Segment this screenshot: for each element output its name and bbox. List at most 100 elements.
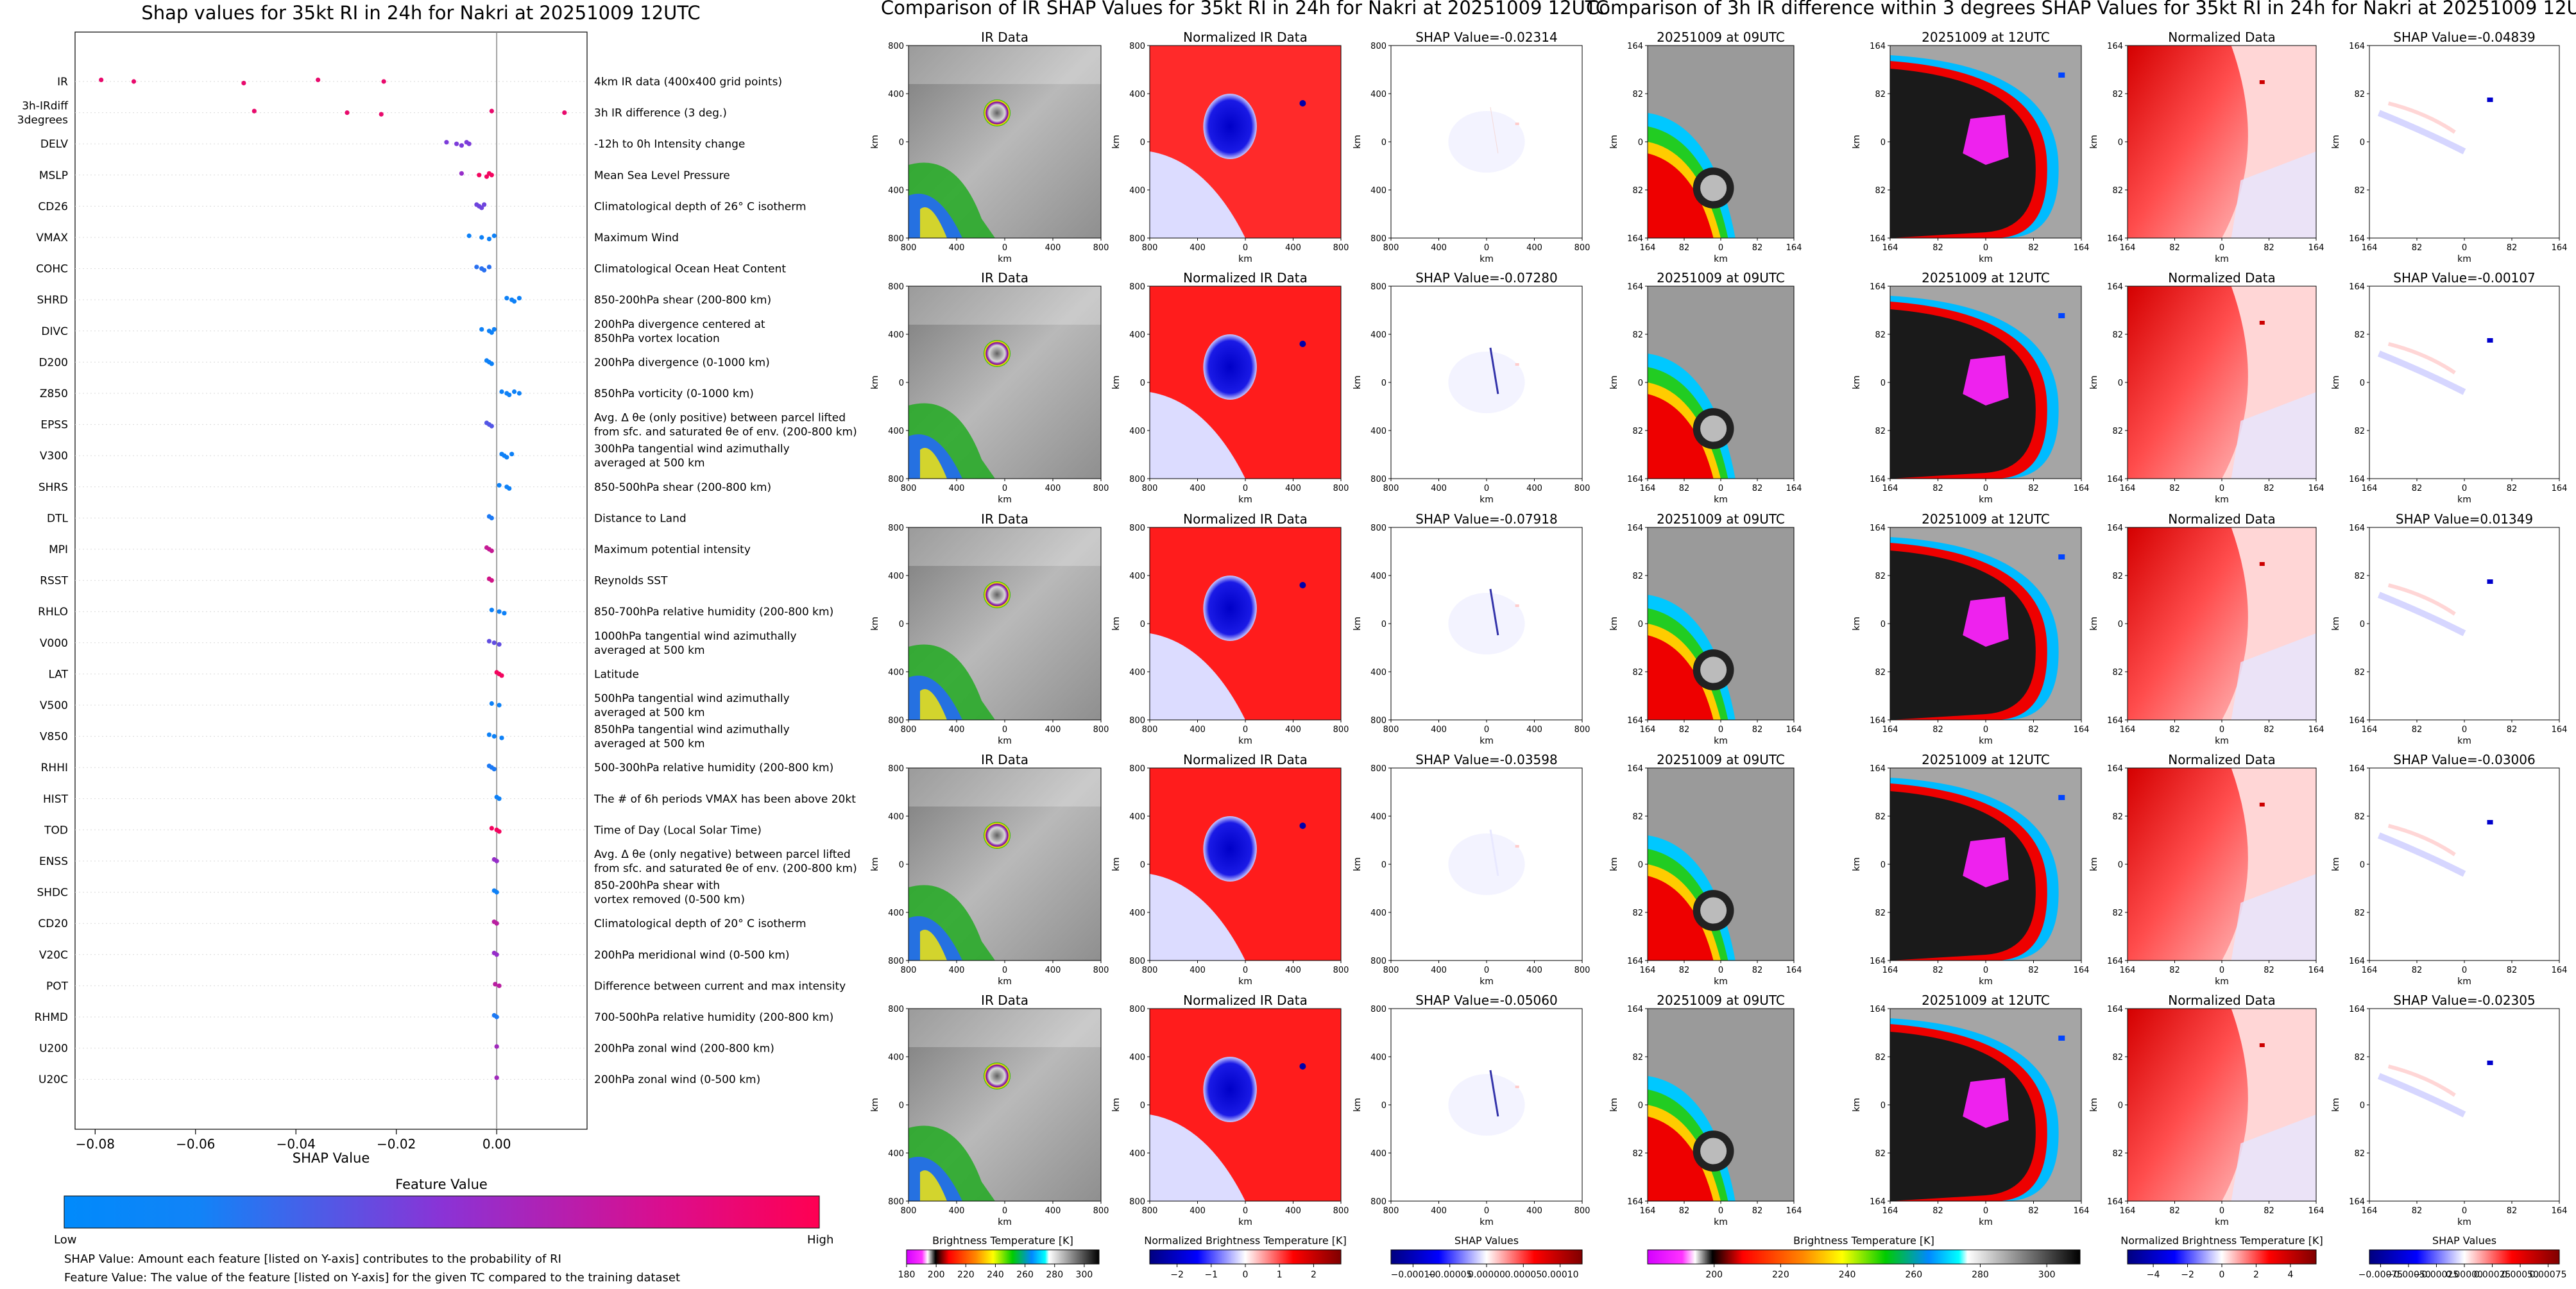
- shap-point: [486, 236, 492, 242]
- colorbar-tick-label: 300: [2038, 1270, 2056, 1280]
- x-tick-label: 800: [901, 966, 917, 975]
- y-tick-label: 82: [2112, 1149, 2123, 1159]
- y-tick-label: 400: [888, 1053, 904, 1063]
- x-tick-label: 164: [2074, 966, 2090, 975]
- y-tick-label: 800: [1370, 475, 1386, 484]
- y-axis-label: km: [1111, 617, 1122, 631]
- x-tick-label: 82: [1932, 1206, 1943, 1216]
- feature-description-26: vortex removed (0-500 km): [594, 894, 745, 907]
- x-tick-label: 164: [1786, 725, 1802, 735]
- x-tick-label: 164: [2308, 966, 2324, 975]
- x-axis-label: km: [1979, 1217, 1993, 1227]
- x-tick-label: 400: [1285, 725, 1301, 735]
- y-tick-label: 164: [2107, 42, 2123, 51]
- shap-point: [466, 233, 472, 239]
- x-tick-label: 800: [1093, 243, 1109, 253]
- y-axis-label: km: [2331, 617, 2341, 631]
- y-tick-label: 164: [2349, 282, 2365, 292]
- feature-label-21: V850: [40, 731, 68, 744]
- shap2-blue-band: [2377, 592, 2466, 636]
- shap-point: [489, 608, 494, 613]
- panel-title: 20251009 at 12UTC: [1922, 511, 2050, 527]
- y-tick-label: 800: [1370, 1197, 1386, 1207]
- x-tick-label: 0: [2462, 966, 2467, 975]
- panel-title: Normalized Data: [2168, 30, 2276, 45]
- panel-title: 20251009 at 12UTC: [1922, 993, 2050, 1008]
- feature-description-9: 200hPa divergence (0-1000 km): [594, 356, 770, 369]
- feature-label-25: ENSS: [39, 855, 68, 868]
- y-tick-label: 82: [2354, 909, 2365, 918]
- panel-title: Normalized IR Data: [1183, 993, 1308, 1008]
- y-axis-label: km: [870, 617, 880, 631]
- y-tick-label: 0: [1381, 138, 1386, 148]
- normr-speck: [2259, 321, 2265, 325]
- shap-point: [489, 578, 494, 583]
- y-axis-label: km: [870, 375, 880, 389]
- left-chart-title: Shap values for 35kt RI in 24h for Nakri…: [141, 2, 700, 24]
- shap-halo: [1448, 352, 1525, 413]
- feature-description-24: Time of Day (Local Solar Time): [593, 824, 762, 837]
- shap-point: [482, 202, 487, 207]
- feature-description-3: Mean Sea Level Pressure: [594, 169, 730, 182]
- colorbar-tick-label: 260: [1016, 1270, 1034, 1280]
- ir-yellow: [920, 689, 947, 720]
- y-tick-label: 0: [899, 379, 904, 388]
- panel-title: 20251009 at 12UTC: [1922, 270, 2050, 286]
- y-tick-label: 164: [2349, 524, 2365, 533]
- x-tick-label: 400: [1190, 243, 1206, 253]
- y-tick-label: 400: [1129, 427, 1145, 436]
- shap2-speck: [2487, 1061, 2493, 1065]
- colorbar-tick-label: 0.00025: [2474, 1270, 2511, 1280]
- y-tick-label: 0: [899, 860, 904, 870]
- x-tick-label: 800: [1142, 966, 1158, 975]
- colorbar-bar: [1647, 1249, 2081, 1265]
- feature-label-2: DELV: [40, 138, 68, 151]
- y-tick-label: 0: [1881, 860, 1886, 870]
- panel-title: SHAP Value=-0.03006: [2393, 752, 2535, 767]
- y-tick-label: 800: [888, 957, 904, 966]
- ir-eye: [984, 99, 1011, 126]
- y-tick-label: 400: [1129, 1053, 1145, 1063]
- normr-speck: [2259, 562, 2265, 566]
- x-tick-label: 164: [2120, 725, 2136, 735]
- shap2-background: [2369, 286, 2559, 479]
- x-tick-label: 164: [2120, 243, 2136, 253]
- colorbar-tick-label: 0.00050: [2502, 1270, 2539, 1280]
- feature-colorbar: [64, 1195, 820, 1229]
- panel-title: Normalized IR Data: [1183, 270, 1308, 286]
- x-axis-label: km: [2457, 1217, 2471, 1227]
- x-tick-label: 400: [949, 1206, 965, 1216]
- y-tick-label: 164: [2107, 957, 2123, 966]
- x-axis-label: km: [1979, 495, 1993, 505]
- feature-description-13: 850-500hPa shear (200-800 km): [594, 481, 771, 494]
- y-axis-label: km: [870, 135, 880, 149]
- y-tick-label: 0: [899, 1101, 904, 1111]
- feature-label-18: V000: [40, 637, 68, 650]
- y-tick-label: 0: [2118, 379, 2123, 388]
- shap-point: [491, 640, 497, 645]
- shap-point: [489, 826, 494, 831]
- x-tick-label: 400: [1431, 1206, 1447, 1216]
- ir12-magenta: [1963, 355, 2009, 405]
- x-tick-label: 82: [1932, 725, 1943, 735]
- colorbar-label: Normalized Brightness Temperature [K]: [2120, 1234, 2323, 1247]
- shap-stroke: [1489, 1070, 1499, 1117]
- x-tick-label: 400: [1431, 243, 1447, 253]
- x-tick-label: 400: [949, 966, 965, 975]
- x-tick-label: 0: [2462, 243, 2467, 253]
- x-tick-label: 82: [1752, 1206, 1763, 1216]
- x-tick-label: 0: [1002, 966, 1007, 975]
- x-tick-label: 800: [1574, 243, 1591, 253]
- feature-description-7: 850-200hPa shear (200-800 km): [594, 294, 771, 307]
- y-axis-label: km: [1852, 135, 1862, 149]
- x-tick-label: 800: [1383, 1206, 1399, 1216]
- x-tick-label: 0: [2219, 1206, 2224, 1216]
- normr-red: [2128, 768, 2248, 960]
- x-axis-label: km: [1480, 1217, 1494, 1227]
- feature-label-27: CD20: [38, 918, 68, 930]
- y-tick-label: 164: [1627, 957, 1643, 966]
